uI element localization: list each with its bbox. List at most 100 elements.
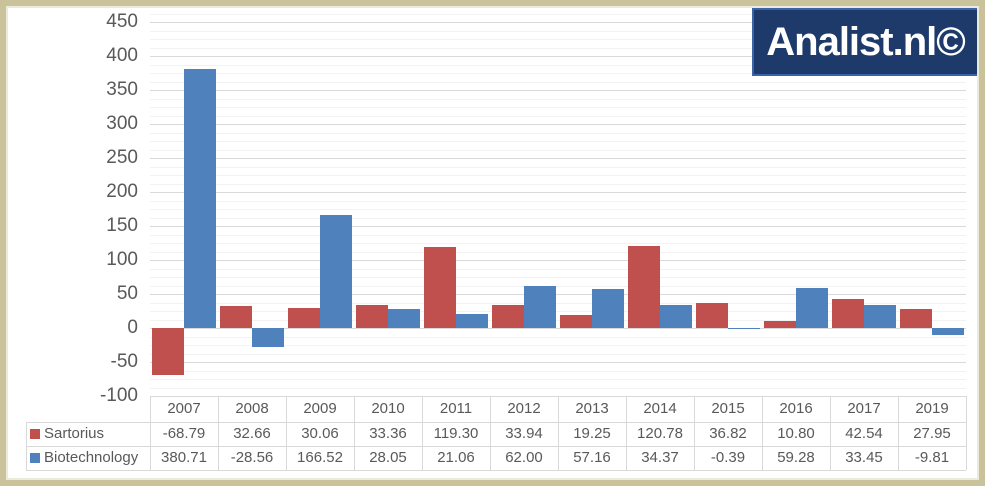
gridline-minor	[150, 243, 966, 244]
gridline-minor	[150, 285, 966, 287]
table-column-divider	[626, 396, 627, 470]
gridline-minor	[150, 302, 966, 304]
table-row-divider	[26, 470, 966, 471]
gridline-minor	[150, 200, 966, 202]
table-value-cell: 119.30	[433, 425, 479, 442]
gridline-minor	[150, 251, 966, 253]
gridline-minor	[150, 81, 966, 83]
gridline-minor	[150, 234, 966, 236]
table-value-cell: 42.54	[845, 425, 883, 442]
bar-sartorius-2012	[492, 304, 524, 328]
table-value-cell: 28.05	[369, 449, 407, 466]
table-value-cell: 10.80	[777, 425, 815, 442]
gridline-minor	[150, 149, 966, 151]
y-axis-tick-label: -50	[110, 351, 138, 372]
table-year-header: 2016	[779, 400, 813, 417]
gridline-major	[150, 158, 966, 159]
gridline-minor	[150, 217, 966, 219]
gridline-minor	[150, 370, 966, 372]
gridline-major	[150, 362, 966, 363]
y-axis-tick-label: 350	[106, 79, 138, 100]
gridline-major	[150, 124, 966, 125]
table-column-divider	[830, 396, 831, 470]
y-axis-tick-label: -100	[99, 385, 138, 406]
bar-sartorius-2007	[152, 328, 184, 375]
bar-biotechnology-2009	[320, 214, 352, 328]
table-value-cell: -9.81	[914, 449, 950, 466]
table-value-cell: 120.78	[637, 425, 683, 442]
gridline-major	[150, 260, 966, 261]
bar-biotechnology-2016	[796, 287, 828, 328]
table-value-cell: -28.56	[230, 449, 274, 466]
bar-biotechnology-2014	[660, 304, 692, 328]
legend-color-swatch-sartorius	[30, 429, 40, 439]
table-column-divider	[694, 396, 695, 470]
legend-series-label: Sartorius	[44, 425, 105, 442]
bar-biotechnology-2019	[932, 328, 964, 335]
table-year-header: 2009	[303, 400, 337, 417]
table-column-divider	[898, 396, 899, 470]
table-column-divider	[286, 396, 287, 470]
table-year-header: 2019	[915, 400, 949, 417]
table-year-header: 2015	[711, 400, 745, 417]
table-column-divider	[490, 396, 491, 470]
table-value-cell: 36.82	[709, 425, 747, 442]
table-year-header: 2014	[643, 400, 677, 417]
bar-biotechnology-2010	[388, 308, 420, 328]
table-value-cell: 59.28	[777, 449, 815, 466]
table-year-header: 2011	[439, 400, 473, 417]
gridline-major	[150, 294, 966, 295]
bar-sartorius-2015	[696, 302, 728, 328]
table-column-divider	[218, 396, 219, 470]
table-value-cell: 27.95	[913, 425, 951, 442]
gridline-minor	[150, 166, 966, 168]
gridline-minor	[150, 73, 966, 74]
gridline-minor	[150, 379, 966, 380]
table-value-cell: 166.52	[297, 449, 343, 466]
table-row-divider	[26, 446, 966, 447]
table-year-header: 2008	[235, 400, 269, 417]
table-value-cell: 32.66	[233, 425, 271, 442]
gridline-major	[150, 90, 966, 91]
legend-color-swatch-biotechnology	[30, 453, 40, 463]
gridline-minor	[150, 183, 966, 185]
table-value-cell: 62.00	[505, 449, 543, 466]
bar-biotechnology-2012	[524, 285, 556, 328]
y-axis-tick-label: 300	[106, 113, 138, 134]
gridline-major	[150, 226, 966, 227]
y-axis-tick-label: 50	[116, 283, 138, 304]
gridline-minor	[150, 336, 966, 338]
table-column-divider	[966, 396, 967, 470]
table-year-header: 2007	[167, 400, 201, 417]
y-axis-tick-label: 450	[106, 11, 138, 32]
bar-sartorius-2014	[628, 245, 660, 328]
bar-sartorius-2016	[764, 320, 796, 328]
table-value-cell: 21.06	[437, 449, 475, 466]
bar-sartorius-2013	[560, 314, 592, 328]
table-year-header: 2013	[575, 400, 609, 417]
gridline-minor	[150, 353, 966, 355]
gridline-minor	[150, 115, 966, 117]
table-year-header: 2010	[371, 400, 405, 417]
y-axis-tick-label: 0	[127, 317, 138, 338]
table-year-header: 2012	[507, 400, 541, 417]
gridline-minor	[150, 209, 966, 210]
gridline-minor	[150, 387, 966, 389]
table-value-cell: 34.37	[641, 449, 679, 466]
gridline-minor	[150, 319, 966, 321]
bar-sartorius-2019	[900, 308, 932, 328]
bar-biotechnology-2011	[456, 313, 488, 328]
analist-logo: Analist.nl©	[752, 8, 979, 76]
y-axis-tick-label: 150	[106, 215, 138, 236]
table-column-divider	[558, 396, 559, 470]
gridline-minor	[150, 30, 966, 32]
table-column-divider	[150, 396, 151, 470]
bar-biotechnology-2007	[184, 69, 216, 328]
bar-sartorius-2009	[288, 307, 320, 328]
bar-biotechnology-2008	[252, 328, 284, 348]
gridline-minor	[150, 132, 966, 134]
table-row-divider	[26, 422, 966, 423]
table-value-cell: -68.79	[162, 425, 206, 442]
logo-text: Analist.nl©	[766, 19, 965, 64]
